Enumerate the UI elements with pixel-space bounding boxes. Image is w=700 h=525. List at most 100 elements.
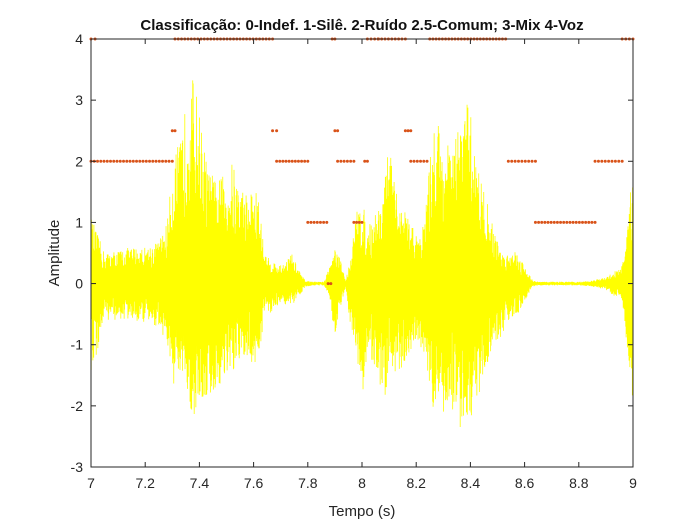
classification-point	[109, 159, 113, 163]
classification-point	[333, 129, 337, 133]
classification-point	[555, 220, 559, 224]
classification-segment	[533, 220, 597, 224]
classification-segment	[593, 159, 624, 163]
classification-point	[154, 159, 158, 163]
classification-point	[325, 220, 329, 224]
classification-point	[164, 159, 168, 163]
x-tick-label: 7	[87, 475, 95, 491]
classification-point	[419, 159, 423, 163]
classification-point	[513, 159, 517, 163]
classification-point	[275, 129, 279, 133]
classification-point	[543, 220, 547, 224]
classification-point	[144, 159, 148, 163]
classification-point	[170, 129, 174, 133]
classification-point	[365, 159, 369, 163]
classification-point	[425, 159, 429, 163]
classification-point	[329, 282, 333, 286]
classification-point	[122, 159, 126, 163]
y-tick-label: 3	[75, 92, 83, 108]
x-tick-label: 8.6	[515, 475, 535, 491]
classification-point	[610, 159, 614, 163]
classification-point	[613, 159, 617, 163]
classification-point	[357, 220, 361, 224]
y-tick-label: 4	[75, 31, 83, 47]
waveform-line	[90, 80, 634, 428]
classification-point	[506, 159, 510, 163]
classification-point	[607, 159, 611, 163]
classification-point	[596, 159, 600, 163]
classification-point	[281, 159, 285, 163]
classification-segment	[306, 220, 329, 224]
classification-segment	[326, 282, 333, 286]
classification-point	[574, 220, 578, 224]
classification-point	[293, 159, 297, 163]
classification-segment	[333, 129, 340, 133]
classification-segment	[173, 37, 275, 41]
classification-segment	[403, 129, 413, 133]
classification-point	[617, 159, 621, 163]
x-tick-label: 9	[629, 475, 637, 491]
classification-point	[315, 220, 319, 224]
classification-point	[593, 159, 597, 163]
classification-point	[309, 220, 313, 224]
classification-point	[339, 159, 343, 163]
classification-point	[520, 159, 524, 163]
classification-point	[138, 159, 142, 163]
classification-point	[96, 159, 99, 163]
classification-point	[157, 159, 161, 163]
classification-point	[517, 159, 520, 163]
classification-point	[565, 220, 569, 224]
x-tick-label: 8.4	[461, 475, 481, 491]
classification-point	[352, 220, 356, 224]
classification-point	[326, 282, 330, 286]
classification-point	[128, 159, 132, 163]
classification-point	[593, 220, 597, 224]
classification-point	[571, 220, 575, 224]
classification-point	[300, 159, 304, 163]
classification-segment	[170, 129, 177, 133]
classification-point	[406, 129, 410, 133]
x-tick-label: 8	[358, 475, 366, 491]
classification-point	[278, 159, 282, 163]
classification-point	[590, 220, 594, 224]
classification-point	[603, 159, 607, 163]
classification-point	[355, 220, 359, 224]
classification-point	[587, 220, 591, 224]
classification-point	[112, 159, 116, 163]
classification-point	[415, 159, 419, 163]
classification-point	[409, 129, 413, 133]
x-tick-label: 8.8	[569, 475, 589, 491]
x-tick-label: 7.4	[190, 475, 210, 491]
classification-point	[167, 159, 171, 163]
y-tick-label: -1	[71, 337, 84, 353]
classification-point	[118, 159, 122, 163]
classification-point	[336, 159, 340, 163]
classification-point	[173, 129, 177, 133]
chart-title: Classificação: 0-Indef. 1-Silê. 2-Ruído …	[140, 17, 583, 34]
classification-point	[151, 159, 155, 163]
classification-point	[318, 220, 322, 224]
classification-point	[537, 220, 541, 224]
classification-segment	[506, 159, 537, 163]
classification-point	[530, 159, 534, 163]
classification-point	[352, 159, 356, 163]
classification-point	[552, 220, 556, 224]
y-axis-label: Amplitude	[46, 220, 63, 287]
classification-point	[422, 159, 426, 163]
classification-point	[135, 159, 139, 163]
classification-point	[303, 159, 307, 163]
classification-point	[148, 159, 152, 163]
classification-point	[306, 220, 310, 224]
classification-segment	[363, 159, 369, 163]
classification-point	[275, 159, 279, 163]
classification-point	[312, 220, 316, 224]
classification-point	[403, 129, 407, 133]
classification-point	[540, 220, 544, 224]
classification-point	[562, 220, 566, 224]
classification-point	[131, 159, 135, 163]
classification-point	[577, 220, 581, 224]
classification-point	[105, 159, 109, 163]
x-tick-label: 7.2	[135, 475, 155, 491]
classification-point	[581, 220, 585, 224]
